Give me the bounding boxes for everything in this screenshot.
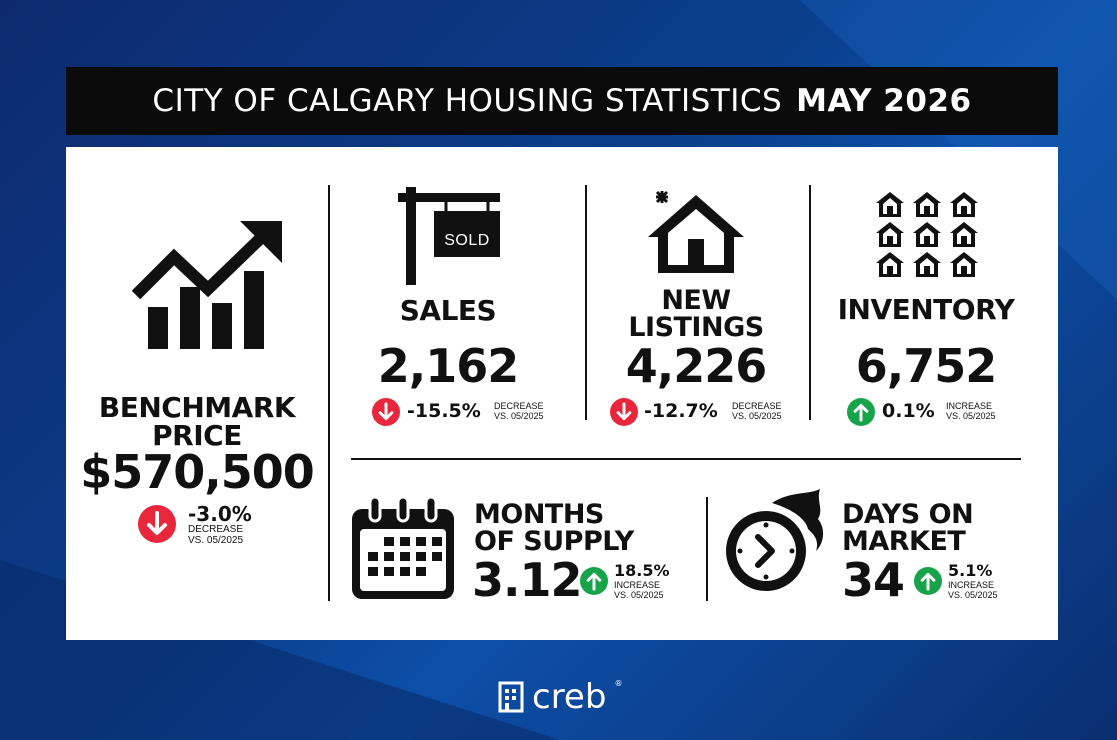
benchmark-change: -3.0% bbox=[188, 502, 252, 526]
arrow-up-icon bbox=[914, 567, 942, 595]
benchmark-compare: VS. 05/2025 bbox=[188, 535, 244, 546]
creb-logo-text: creb bbox=[532, 677, 607, 717]
creb-logo-icon bbox=[498, 681, 524, 713]
divider-vertical bbox=[706, 497, 708, 601]
arrow-down-icon bbox=[610, 398, 638, 426]
new-listings-label-line2: LISTINGS bbox=[628, 312, 764, 343]
sold-sign-icon bbox=[398, 187, 500, 285]
new-house-icon bbox=[648, 190, 744, 273]
arrow-down-icon bbox=[138, 505, 176, 543]
houses-grid-icon bbox=[876, 192, 978, 277]
months-supply-label-line1: MONTHS bbox=[474, 499, 604, 530]
sales-label: SALES bbox=[399, 294, 497, 327]
new-listings-compare: VS. 05/2025 bbox=[732, 411, 782, 421]
months-supply-change: 18.5% bbox=[614, 561, 670, 580]
days-market-label-line2: MARKET bbox=[842, 526, 966, 557]
benchmark-label-line2: PRICE bbox=[152, 419, 242, 452]
days-market-change: 5.1% bbox=[948, 561, 993, 580]
days-market-label: DAYS ON MARKET bbox=[842, 501, 1042, 555]
months-supply-value: 3.12 bbox=[472, 553, 583, 607]
new-listings-change: -12.7% bbox=[644, 400, 718, 422]
inventory-change: 0.1% bbox=[882, 400, 935, 422]
sales-compare: VS. 05/2025 bbox=[494, 411, 544, 421]
page-title: CITY OF CALGARY HOUSING STATISTICS bbox=[152, 83, 783, 119]
new-listings-label-line1: NEW bbox=[661, 285, 731, 316]
benchmark-value: $570,500 bbox=[80, 445, 315, 499]
days-market-value: 34 bbox=[842, 553, 905, 607]
registered-mark: ® bbox=[614, 678, 623, 688]
arrow-up-icon bbox=[580, 567, 608, 595]
new-listings-label: NEW LISTINGS bbox=[596, 287, 796, 341]
sales-change: -15.5% bbox=[407, 400, 481, 422]
months-supply-compare: VS. 05/2025 bbox=[614, 590, 664, 600]
days-market-compare: VS. 05/2025 bbox=[948, 590, 998, 600]
months-supply-label-line2: OF SUPPLY bbox=[474, 526, 634, 557]
divider-vertical bbox=[809, 185, 811, 420]
arrow-up-icon bbox=[847, 398, 875, 426]
fast-clock-icon bbox=[726, 489, 824, 591]
days-market-direction: INCREASE bbox=[948, 580, 995, 590]
inventory-label: INVENTORY bbox=[837, 293, 1015, 326]
divider-vertical bbox=[585, 185, 587, 420]
benchmark-label: BENCHMARK PRICE bbox=[86, 394, 308, 450]
growth-chart-icon bbox=[132, 221, 282, 349]
inventory-value: 6,752 bbox=[855, 339, 998, 393]
calendar-icon bbox=[352, 497, 454, 599]
divider-horizontal bbox=[351, 458, 1021, 460]
benchmark-label-line1: BENCHMARK bbox=[98, 391, 296, 424]
inventory-compare: VS. 05/2025 bbox=[946, 411, 996, 421]
new-listings-direction: DECREASE bbox=[732, 401, 782, 411]
report-date: MAY 2026 bbox=[796, 83, 972, 119]
months-supply-direction: INCREASE bbox=[614, 580, 661, 590]
sold-sign-text: SOLD bbox=[444, 232, 490, 249]
title-bar: CITY OF CALGARY HOUSING STATISTICS MAY 2… bbox=[66, 67, 1058, 135]
sales-value: 2,162 bbox=[377, 339, 520, 393]
stats-card: BENCHMARK PRICE $570,500 -3.0% DECREASE … bbox=[66, 147, 1058, 640]
inventory-direction: INCREASE bbox=[946, 401, 993, 411]
new-listings-value: 4,226 bbox=[625, 339, 768, 393]
creb-logo: creb ® bbox=[498, 677, 623, 717]
benchmark-direction: DECREASE bbox=[188, 524, 244, 535]
sales-direction: DECREASE bbox=[494, 401, 544, 411]
months-supply-label: MONTHS OF SUPPLY bbox=[474, 501, 674, 555]
arrow-down-icon bbox=[372, 398, 400, 426]
divider-vertical bbox=[328, 185, 330, 601]
days-market-label-line1: DAYS ON bbox=[842, 499, 974, 530]
